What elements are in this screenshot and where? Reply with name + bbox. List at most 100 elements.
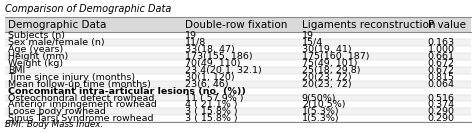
Bar <box>182 17 299 32</box>
Bar <box>299 60 425 67</box>
Bar <box>299 81 425 88</box>
Bar <box>5 17 182 32</box>
Bar <box>425 46 471 53</box>
Bar <box>5 39 182 46</box>
Bar <box>425 39 471 46</box>
Text: Sex male/female (n): Sex male/female (n) <box>8 38 105 47</box>
Bar <box>5 46 182 53</box>
Text: Height (mm): Height (mm) <box>8 52 68 61</box>
Text: 11 ( 57.9% ): 11 ( 57.9% ) <box>185 93 244 103</box>
Text: 30(1, 120): 30(1, 120) <box>185 73 235 82</box>
Text: 173(155, 186): 173(155, 186) <box>185 52 253 61</box>
Bar <box>182 115 299 122</box>
Text: 0.516: 0.516 <box>428 93 455 103</box>
Bar <box>182 108 299 115</box>
Bar <box>299 101 425 108</box>
Text: 25(18, 29.8): 25(18, 29.8) <box>302 66 360 75</box>
Bar <box>425 115 471 122</box>
Bar <box>5 53 182 60</box>
Text: 1(5.3%): 1(5.3%) <box>302 114 339 123</box>
Text: 19: 19 <box>185 31 197 40</box>
Bar <box>425 60 471 67</box>
Text: 9(50%): 9(50%) <box>302 93 337 103</box>
Bar <box>5 74 182 81</box>
Bar <box>182 101 299 108</box>
Text: 33(18, 47): 33(18, 47) <box>185 45 235 54</box>
Text: 175(160, 187): 175(160, 187) <box>302 52 369 61</box>
Text: Double-row fixation: Double-row fixation <box>185 20 288 30</box>
Bar <box>182 67 299 74</box>
Bar <box>299 67 425 74</box>
Text: 20(23, 72): 20(23, 72) <box>302 73 351 82</box>
Text: 0.672: 0.672 <box>428 66 455 75</box>
Text: Age (years): Age (years) <box>8 45 63 54</box>
Bar <box>5 60 182 67</box>
Text: Sinus Tarsi Syndrome rowhead: Sinus Tarsi Syndrome rowhead <box>8 114 154 123</box>
Bar <box>425 101 471 108</box>
Bar <box>299 17 425 32</box>
Text: Time since injury (months): Time since injury (months) <box>8 73 135 82</box>
Bar <box>5 81 182 88</box>
Bar <box>5 88 182 95</box>
Bar <box>182 81 299 88</box>
Text: Subjects (n): Subjects (n) <box>8 31 65 40</box>
Text: Concomitant intra-articular lesions (no. (%)): Concomitant intra-articular lesions (no.… <box>8 87 246 95</box>
Text: Comparison of Demographic Data: Comparison of Demographic Data <box>5 4 171 14</box>
Text: Osteochondral defect rowhead: Osteochondral defect rowhead <box>8 93 155 103</box>
Text: Loose body rowhead: Loose body rowhead <box>8 107 106 116</box>
Bar <box>425 32 471 39</box>
Bar <box>425 81 471 88</box>
Bar <box>299 108 425 115</box>
Text: 0.290: 0.290 <box>428 114 455 123</box>
Text: 75(49, 101): 75(49, 101) <box>302 59 357 68</box>
Text: 3 ( 15.8% ): 3 ( 15.8% ) <box>185 114 238 123</box>
Text: BMI: BMI <box>8 66 25 75</box>
Text: 2(10.5%): 2(10.5%) <box>302 100 346 109</box>
Bar <box>5 101 182 108</box>
Bar <box>299 95 425 101</box>
Bar <box>5 95 182 101</box>
Bar <box>182 39 299 46</box>
Text: 23(6, 46): 23(6, 46) <box>185 80 229 89</box>
Bar <box>5 115 182 122</box>
Text: 0.672: 0.672 <box>428 59 455 68</box>
Text: 0.374: 0.374 <box>428 100 455 109</box>
Bar <box>299 39 425 46</box>
Bar <box>425 95 471 101</box>
Text: Demographic Data: Demographic Data <box>8 20 106 30</box>
Text: 0.290: 0.290 <box>428 107 455 116</box>
Text: Weight (kg): Weight (kg) <box>8 59 63 68</box>
Bar <box>425 53 471 60</box>
Bar <box>299 115 425 122</box>
Bar <box>425 88 471 95</box>
Text: 0.661: 0.661 <box>428 52 455 61</box>
Text: 30(19, 41): 30(19, 41) <box>302 45 351 54</box>
Bar <box>182 53 299 60</box>
Bar <box>425 74 471 81</box>
Bar <box>5 32 182 39</box>
Bar <box>299 74 425 81</box>
Bar <box>182 74 299 81</box>
Text: BMI: Body Mass Index.: BMI: Body Mass Index. <box>5 120 103 129</box>
Text: 0.815: 0.815 <box>428 73 455 82</box>
Text: 11/8: 11/8 <box>185 38 207 47</box>
Text: 0.163: 0.163 <box>428 38 455 47</box>
Text: 20(23, 72): 20(23, 72) <box>302 80 351 89</box>
Bar <box>5 108 182 115</box>
Text: 70(49, 110): 70(49, 110) <box>185 59 241 68</box>
Bar <box>425 108 471 115</box>
Text: 23.4(20.1, 32.1): 23.4(20.1, 32.1) <box>185 66 262 75</box>
Bar <box>299 88 425 95</box>
Bar <box>299 46 425 53</box>
Bar <box>5 67 182 74</box>
Text: 0.064: 0.064 <box>428 80 455 89</box>
Bar <box>299 53 425 60</box>
Text: 4 ( 21.1% ): 4 ( 21.1% ) <box>185 100 237 109</box>
Text: 3 ( 15.8% ): 3 ( 15.8% ) <box>185 107 238 116</box>
Bar <box>299 32 425 39</box>
Text: Anterior impingement rowhead: Anterior impingement rowhead <box>8 100 157 109</box>
Text: 15/4: 15/4 <box>302 38 323 47</box>
Bar <box>425 17 471 32</box>
Bar <box>182 60 299 67</box>
Text: Ligaments reconstruction: Ligaments reconstruction <box>302 20 435 30</box>
